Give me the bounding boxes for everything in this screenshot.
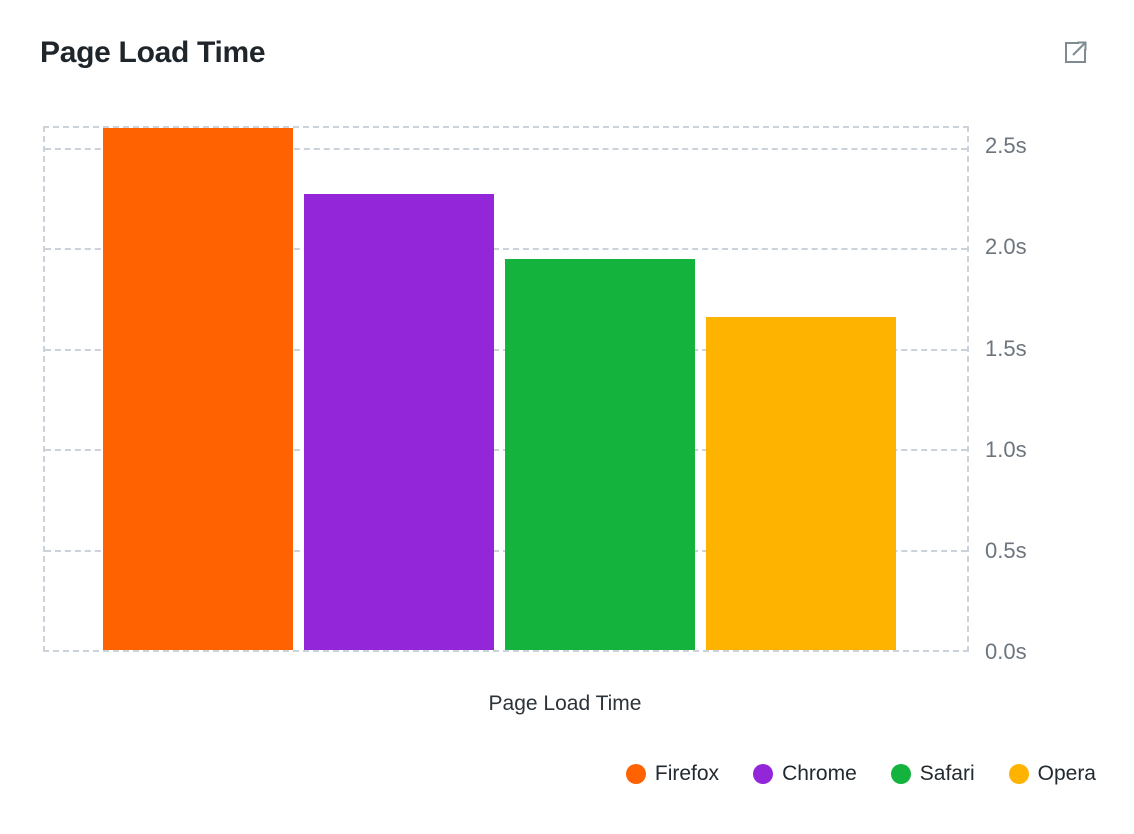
legend-dot [890,764,911,784]
y-tick-label: 1.0s [985,436,1027,462]
bar-firefox[interactable] [103,128,293,650]
legend-label: Chrome [782,762,857,785]
bar-chrome[interactable] [304,194,494,650]
y-tick-label: 2.5s [985,133,1027,159]
legend-item-safari[interactable]: Safari [890,762,975,786]
y-tick-label: 0.5s [985,537,1027,563]
legend: Firefox Chrome Safari Opera [625,762,1096,786]
legend-dot [1008,764,1029,784]
legend-item-firefox[interactable]: Firefox [625,762,720,786]
legend-item-opera[interactable]: Opera [1008,762,1096,786]
external-link-button[interactable] [1060,38,1090,68]
y-tick-label: 2.0s [985,234,1027,260]
y-tick-label: 1.5s [985,335,1027,361]
bar-safari[interactable] [505,258,695,650]
legend-dot [753,764,774,784]
legend-dot [625,764,646,784]
x-axis-title: Page Load Time [488,692,642,715]
gridline [45,148,967,151]
y-tick-label: 0.0s [985,639,1027,664]
bar-opera[interactable] [706,316,896,650]
legend-label: Opera [1037,762,1096,785]
legend-item-chrome[interactable]: Chrome [753,762,857,786]
chart-title: Page Load Time [40,36,266,69]
plot-area [43,126,969,652]
external-link-icon [1065,41,1087,63]
legend-label: Firefox [654,762,720,785]
legend-label: Safari [919,762,975,785]
gridline [45,248,967,251]
